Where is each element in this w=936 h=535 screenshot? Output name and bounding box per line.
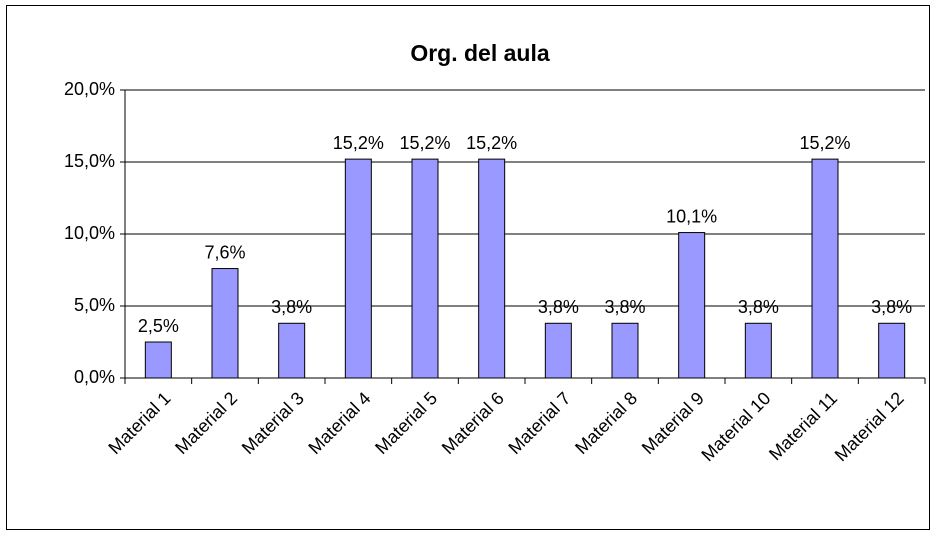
bar [478,158,506,379]
data-label: 7,6% [204,242,245,262]
bar [611,322,639,379]
data-label: 2,5% [138,316,179,336]
bar [678,232,706,379]
bar [144,341,172,379]
chart-title: Org. del aula [410,40,550,66]
data-label: 15,2% [399,133,450,153]
data-label: 3,8% [738,297,779,317]
y-tick-label: 10,0% [64,223,115,243]
bar [878,322,906,379]
data-label: 15,2% [466,133,517,153]
y-tick-label: 20,0% [64,79,115,99]
data-label: 3,8% [271,297,312,317]
bar [811,158,839,379]
bar [344,158,372,379]
bar [544,322,572,379]
data-label: 15,2% [333,133,384,153]
bar [211,268,239,379]
bar [411,158,439,379]
bar [744,322,772,379]
data-label: 10,1% [666,206,717,226]
chart-frame [6,5,930,530]
data-label: 3,8% [604,297,645,317]
y-tick-label: 0,0% [74,367,115,387]
data-label: 3,8% [538,297,579,317]
y-tick-label: 15,0% [64,151,115,171]
bar [278,322,306,379]
data-label: 3,8% [871,297,912,317]
y-tick-label: 5,0% [74,295,115,315]
data-label: 15,2% [799,133,850,153]
